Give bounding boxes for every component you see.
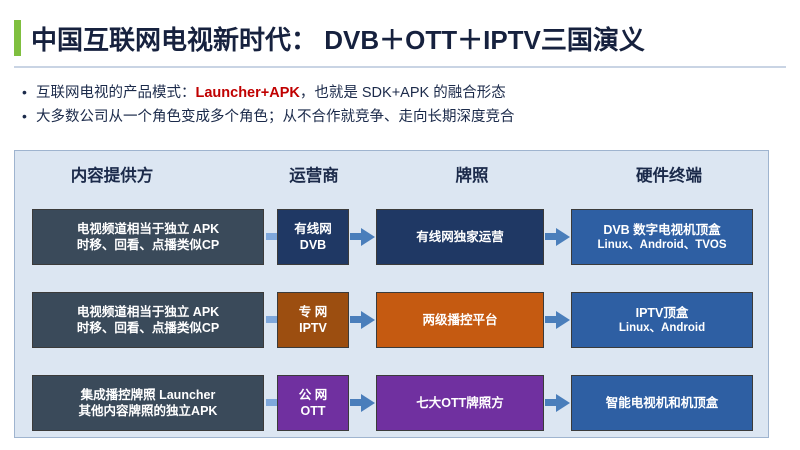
license-box-row1-line1: 有线网独家运营 bbox=[416, 230, 504, 244]
terminal-box-row3-line1: 智能电视机和机顶盒 bbox=[605, 396, 719, 410]
title-divider bbox=[14, 66, 786, 68]
content-box-row2[interactable]: 电视频道相当于独立 APK 时移、回看、点播类似CP bbox=[32, 292, 264, 348]
bullet-list: • 互联网电视的产品模式：Launcher+APK，也就是 SDK+APK 的融… bbox=[22, 82, 782, 131]
connector-shaft-row2-content-operator bbox=[266, 316, 278, 323]
terminal-box-row2-line1: IPTV顶盒 bbox=[635, 305, 689, 320]
operator-box-row2-line2: IPTV bbox=[299, 321, 327, 335]
arrow-row2-license-terminal bbox=[556, 311, 570, 329]
bullet-marker: • bbox=[22, 108, 27, 125]
connector-shaft-row3-operator-license bbox=[350, 399, 362, 406]
operator-box-row3-line1: 公 网 bbox=[298, 388, 328, 402]
arrow-row3-license-terminal bbox=[556, 394, 570, 412]
bullet-text: 互联网电视的产品模式：Launcher+APK，也就是 SDK+APK 的融合形… bbox=[36, 82, 782, 104]
content-box-row1[interactable]: 电视频道相当于独立 APK 时移、回看、点播类似CP bbox=[32, 209, 264, 265]
column-header-license: 牌照 bbox=[455, 167, 489, 185]
content-box-row3-line2: 其他内容牌照的独立APK bbox=[78, 404, 218, 418]
operator-box-row2[interactable]: 专 网 IPTV bbox=[277, 292, 349, 348]
connector-shaft-row1-operator-license bbox=[350, 233, 362, 240]
column-header-operator: 运营商 bbox=[289, 167, 339, 185]
connector-shaft-row2-license-terminal bbox=[545, 316, 557, 323]
arrow-row3-operator-license bbox=[361, 394, 375, 412]
content-box-row2-line1: 电视频道相当于独立 APK bbox=[76, 305, 220, 319]
arrow-row2-operator-license bbox=[361, 311, 375, 329]
content-box-row3-line1: 集成播控牌照 Launcher bbox=[80, 388, 216, 402]
terminal-box-row3[interactable]: 智能电视机和机顶盒 bbox=[571, 375, 753, 431]
bullet-text: 大多数公司从一个角色变成多个角色；从不合作就竞争、走向长期深度竞合 bbox=[36, 109, 515, 126]
bullet-marker: • bbox=[22, 84, 27, 100]
content-box-row1-line2: 时移、回看、点播类似CP bbox=[76, 238, 220, 252]
operator-box-row1-line1: 有线网 bbox=[294, 222, 332, 236]
terminal-box-row2[interactable]: IPTV顶盒 Linux、Android bbox=[571, 292, 753, 348]
connector-shaft-row3-license-terminal bbox=[545, 399, 557, 406]
connector-shaft-row1-license-terminal bbox=[545, 233, 557, 240]
content-box-row1-line1: 电视频道相当于独立 APK bbox=[76, 222, 220, 236]
terminal-box-row1-sub: Linux、Android、TVOS bbox=[597, 238, 727, 251]
terminal-box-row1[interactable]: DVB 数字电视机顶盒 Linux、Android、TVOS bbox=[571, 209, 753, 265]
terminal-box-row1-line1: DVB 数字电视机顶盒 bbox=[603, 222, 721, 237]
content-box-row3[interactable]: 集成播控牌照 Launcher 其他内容牌照的独立APK bbox=[32, 375, 264, 431]
connector-shaft-row1-content-operator bbox=[266, 233, 278, 240]
list-item: • 互联网电视的产品模式：Launcher+APK，也就是 SDK+APK 的融… bbox=[22, 82, 782, 104]
list-item: • 大多数公司从一个角色变成多个角色；从不合作就竞争、走向长期深度竞合 bbox=[22, 106, 782, 128]
license-box-row3[interactable]: 七大OTT牌照方 bbox=[376, 375, 544, 431]
license-box-row2-line1: 两级播控平台 bbox=[422, 313, 498, 327]
title-accent-bar bbox=[14, 20, 21, 56]
terminal-box-row2-sub: Linux、Android bbox=[618, 321, 706, 334]
title-text: 中国互联网电视新时代： DVB＋OTT＋IPTV三国演义 bbox=[31, 24, 645, 55]
bullet-highlight: Launcher+APK bbox=[195, 85, 300, 101]
operator-box-row1-line2: DVB bbox=[299, 238, 327, 252]
bullet-pre: 互联网电视的产品模式： bbox=[36, 85, 196, 101]
bullet-post: ，也就是 SDK+APK 的融合形态 bbox=[299, 85, 506, 101]
operator-box-row2-line1: 专 网 bbox=[298, 305, 328, 319]
license-box-row3-line1: 七大OTT牌照方 bbox=[416, 396, 504, 410]
license-box-row1[interactable]: 有线网独家运营 bbox=[376, 209, 544, 265]
arrow-row1-license-terminal bbox=[556, 228, 570, 246]
operator-box-row3[interactable]: 公 网 OTT bbox=[277, 375, 349, 431]
license-box-row2[interactable]: 两级播控平台 bbox=[376, 292, 544, 348]
operator-box-row3-line2: OTT bbox=[300, 404, 326, 418]
page-title: 中国互联网电视新时代： DVB＋OTT＋IPTV三国演义 bbox=[14, 16, 786, 60]
column-header-terminal: 硬件终端 bbox=[636, 167, 702, 185]
content-box-row2-line2: 时移、回看、点播类似CP bbox=[76, 321, 220, 335]
connector-shaft-row3-content-operator bbox=[266, 399, 278, 406]
operator-box-row1[interactable]: 有线网 DVB bbox=[277, 209, 349, 265]
diagram-column-headers: 内容提供方 运营商 牌照 硬件终端 bbox=[14, 162, 769, 196]
arrow-row1-operator-license bbox=[361, 228, 375, 246]
connector-shaft-row2-operator-license bbox=[350, 316, 362, 323]
column-header-content-provider: 内容提供方 bbox=[70, 167, 154, 185]
